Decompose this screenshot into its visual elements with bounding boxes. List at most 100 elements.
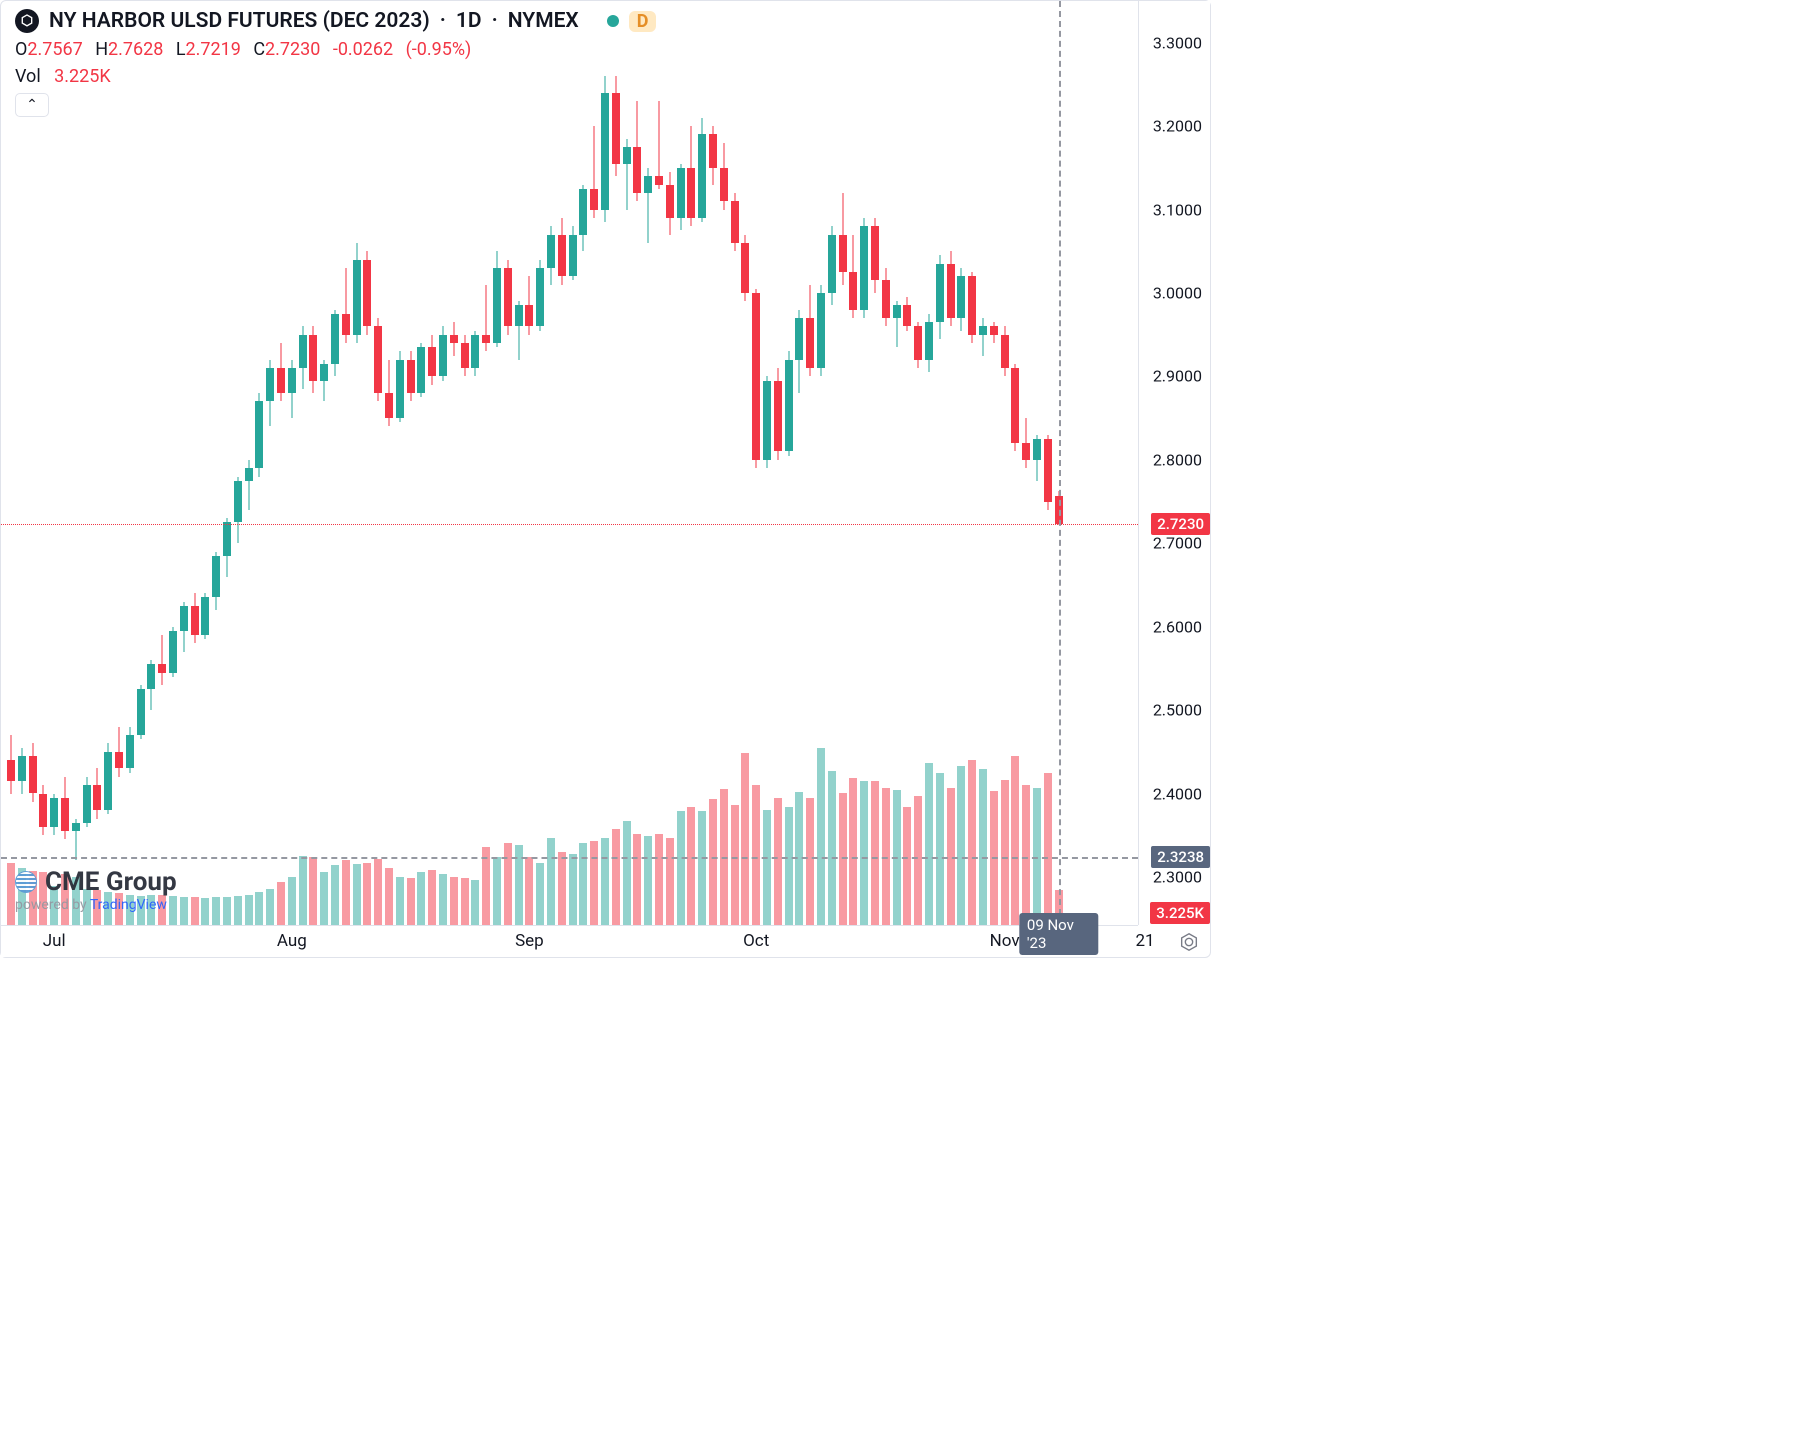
price-tick: 3.2000 <box>1153 117 1202 136</box>
candle <box>277 343 285 401</box>
volume-bar <box>903 807 911 925</box>
time-tick: Oct <box>743 931 769 951</box>
candle <box>741 235 749 302</box>
candle <box>860 218 868 318</box>
volume-bar <box>288 877 296 925</box>
candle <box>536 260 544 331</box>
volume-bar <box>277 882 285 925</box>
candle <box>374 318 382 401</box>
candle <box>439 326 447 380</box>
candle <box>309 326 317 393</box>
volume-bar <box>439 874 447 925</box>
candle <box>18 748 26 794</box>
candle <box>180 602 188 652</box>
volume-bar <box>828 771 836 925</box>
volume-bar <box>115 893 123 925</box>
price-tick: 3.1000 <box>1153 200 1202 219</box>
volume-bar <box>849 778 857 925</box>
candle <box>288 360 296 418</box>
price-tick: 2.6000 <box>1153 617 1202 636</box>
candle <box>903 297 911 330</box>
price-tick: 3.3000 <box>1153 33 1202 52</box>
candle <box>882 268 890 326</box>
price-tick: 2.7000 <box>1153 534 1202 553</box>
volume-bar <box>763 810 771 925</box>
price-tick: 2.8000 <box>1153 450 1202 469</box>
high-label: H <box>95 39 108 60</box>
volume-bar <box>860 781 868 925</box>
price-axis[interactable]: 3.30003.20003.10003.00002.90002.80002.70… <box>1138 1 1210 925</box>
time-tick: Sep <box>515 931 544 951</box>
candle <box>731 193 739 251</box>
candle <box>817 285 825 377</box>
volume-bar <box>482 847 490 925</box>
volume-bar <box>806 798 814 925</box>
symbol-row[interactable]: ⬡ NY HARBOR ULSD FUTURES (DEC 2023) · 1D… <box>15 9 656 33</box>
volume-bar <box>677 811 685 925</box>
chart-settings-button[interactable] <box>1178 931 1200 953</box>
gear-icon <box>1178 931 1200 953</box>
candle <box>893 301 901 347</box>
candle <box>709 126 717 184</box>
candle <box>666 172 674 235</box>
candle <box>191 593 199 643</box>
candle <box>396 351 404 422</box>
candle <box>342 268 350 343</box>
collapse-legend-button[interactable]: ⌃ <box>15 93 49 117</box>
candle <box>968 272 976 343</box>
candle <box>245 460 253 510</box>
close-label: C <box>253 39 265 60</box>
volume-bar <box>731 805 739 925</box>
volume-bar <box>201 898 209 925</box>
volume-bar <box>353 864 361 925</box>
volume-bar <box>363 863 371 925</box>
volume-bar <box>50 886 58 925</box>
interval-pill[interactable]: D <box>629 11 657 32</box>
candle <box>547 226 555 284</box>
volume-bar <box>299 856 307 925</box>
candle <box>29 743 37 801</box>
volume-bar <box>817 748 825 925</box>
candle <box>515 301 523 359</box>
volume-bar <box>687 807 695 925</box>
candle <box>849 235 857 318</box>
candle <box>623 139 631 210</box>
volume-bar <box>212 897 220 925</box>
time-axis[interactable]: JulAugSepOctNov09 Nov '2321 <box>1 925 1138 957</box>
close-price-tag: 2.7230 <box>1151 513 1210 535</box>
crosshair-price-tag: 2.3238 <box>1151 846 1210 868</box>
volume-bar <box>83 889 91 925</box>
candle <box>320 360 328 402</box>
volume-bar <box>957 766 965 925</box>
volume-bar <box>558 852 566 925</box>
volume-bar <box>320 872 328 925</box>
volume-bar <box>655 834 663 925</box>
change-pct-value: (-0.95%) <box>406 39 472 60</box>
candle <box>385 360 393 427</box>
time-tick: 21 <box>1135 931 1154 951</box>
volume-bar <box>1022 785 1030 925</box>
volume-bar <box>644 836 652 925</box>
candle <box>234 477 242 544</box>
crosshair-horizontal <box>1 857 1138 859</box>
candle <box>936 255 944 338</box>
time-tick: Jul <box>43 931 66 951</box>
candle <box>428 335 436 385</box>
volume-bar <box>968 760 976 925</box>
chart-plot[interactable] <box>1 1 1138 925</box>
candle <box>677 164 685 231</box>
volume-bar <box>590 841 598 925</box>
candle <box>72 819 80 861</box>
candle <box>223 518 231 576</box>
candle <box>61 777 69 840</box>
interval-label: 1D <box>456 9 482 33</box>
vol-value: 3.225K <box>54 66 111 87</box>
symbol-icon: ⬡ <box>15 9 39 33</box>
candle <box>763 376 771 468</box>
low-label: L <box>176 39 186 60</box>
volume-bar <box>137 896 145 925</box>
volume-bar <box>525 857 533 925</box>
price-tick: 2.3000 <box>1153 867 1202 886</box>
candle <box>471 331 479 377</box>
candle <box>104 743 112 814</box>
